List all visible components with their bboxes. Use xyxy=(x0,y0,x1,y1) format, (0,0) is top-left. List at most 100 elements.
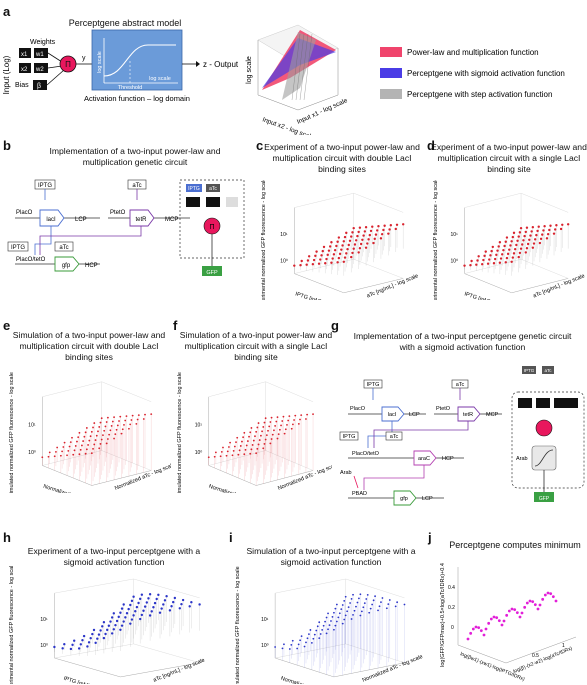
data-point xyxy=(258,439,261,441)
data-point xyxy=(82,634,86,638)
g-module-sigmoid xyxy=(531,445,557,471)
data-point xyxy=(106,438,109,440)
legend-swatch-powerlaw xyxy=(380,47,402,57)
data-point xyxy=(134,610,137,613)
data-point xyxy=(286,424,288,426)
legend-a: Power-law and multiplication function Pe… xyxy=(380,47,565,99)
data-point xyxy=(344,595,347,598)
surface-zlabel: log scale xyxy=(246,56,253,84)
data-point xyxy=(172,600,175,604)
data-point xyxy=(98,447,101,450)
data-point xyxy=(92,426,94,429)
data-point xyxy=(379,237,383,240)
data-point xyxy=(512,252,516,255)
data-point xyxy=(232,449,235,452)
data-point xyxy=(350,597,353,600)
data-point xyxy=(241,440,243,443)
legend-swatch-step xyxy=(380,89,402,99)
data-point xyxy=(158,611,162,614)
data-point xyxy=(484,250,487,253)
panel_c-xlabel: IPTG [mM] - log scale xyxy=(294,291,346,300)
data-point xyxy=(109,429,112,432)
data-point xyxy=(181,598,185,602)
data-point xyxy=(275,420,278,423)
data-point xyxy=(83,435,86,438)
data-point xyxy=(320,254,323,257)
data-point xyxy=(488,258,491,261)
data-point xyxy=(394,605,397,608)
data-point xyxy=(130,618,134,621)
data-point xyxy=(120,607,124,610)
hcp-label: HCP xyxy=(85,263,98,269)
panel-label-e: e xyxy=(3,318,11,333)
data-point xyxy=(559,227,563,231)
data-point xyxy=(55,450,57,453)
data-point xyxy=(321,249,324,253)
data-point xyxy=(499,257,503,260)
data-point xyxy=(119,628,122,631)
data-point xyxy=(300,635,303,637)
panel_c-ztick: 10⁰ xyxy=(280,258,288,264)
data-point xyxy=(198,603,201,606)
data-point xyxy=(498,241,502,244)
g-atc-2: aTc xyxy=(390,434,399,440)
data-point xyxy=(354,239,358,242)
data-point xyxy=(536,229,539,233)
data-point xyxy=(337,616,340,619)
panel_d-xlabel: IPTG [mM] - log scale xyxy=(463,291,515,300)
data-point xyxy=(79,643,83,646)
g-atc-1: aTc xyxy=(456,382,465,388)
panel_h-xlabel: IPTG [mM] - log scale xyxy=(63,676,115,684)
panel_h-ylabel: aTc [ng/mL] - log scale xyxy=(153,658,206,684)
panel_i-zlabel: Simulated normalized GFP fluorescence - … xyxy=(235,566,241,684)
data-point xyxy=(254,435,256,438)
data-point xyxy=(207,456,210,459)
data-point xyxy=(132,614,135,617)
panel-b-circuit: IPTG aTc PlacO lacI LCP PtetO tetR MCP I… xyxy=(7,179,245,276)
j-data-point xyxy=(551,595,555,599)
panel-d-title: Experiment of a two-input power-law and … xyxy=(431,142,587,174)
data-point xyxy=(281,420,284,422)
data-point xyxy=(328,624,331,627)
j-data-point xyxy=(482,633,486,637)
panel-c-title: Experiment of a two-input power-law and … xyxy=(264,142,420,174)
panel_f-axes xyxy=(208,381,314,486)
data-point xyxy=(541,233,544,236)
data-point xyxy=(277,433,280,436)
panel-d-plot: Experimental normalized GFP fluorescence… xyxy=(433,180,586,300)
data-point xyxy=(335,620,338,623)
data-point xyxy=(535,233,538,237)
g-module-dashed xyxy=(511,391,585,489)
panel_f-ylabel: Normalized aTc - log scale xyxy=(277,462,332,492)
data-point xyxy=(249,431,252,434)
g-arac-gene xyxy=(413,450,437,466)
data-point xyxy=(56,446,59,449)
data-point xyxy=(347,243,350,247)
data-point xyxy=(319,258,322,261)
data-point xyxy=(150,413,153,416)
data-point xyxy=(377,609,379,612)
panel-label-g: g xyxy=(331,318,339,333)
data-point xyxy=(235,441,237,443)
data-point xyxy=(463,264,466,267)
j-data-point xyxy=(471,627,475,631)
data-point xyxy=(257,422,260,424)
panel_f-ztick: 10¹ xyxy=(195,422,203,428)
data-point xyxy=(351,231,354,234)
data-point xyxy=(122,603,125,606)
data-point xyxy=(233,445,236,448)
tetr-gene xyxy=(129,209,155,227)
data-point xyxy=(382,228,385,232)
data-point xyxy=(110,425,113,427)
data-point xyxy=(287,419,290,422)
panel-label-f: f xyxy=(173,318,178,333)
data-point xyxy=(238,449,241,452)
panel-a-title: Perceptgene abstract model xyxy=(68,18,182,28)
data-point xyxy=(284,428,287,431)
g-gfp-gene xyxy=(393,490,417,506)
panel_d-ztick: 10⁰ xyxy=(451,258,459,264)
data-point xyxy=(249,452,252,455)
data-point xyxy=(124,419,127,422)
panel_i-xlabel: Normalized IPTG - log scale xyxy=(280,676,347,684)
data-point xyxy=(313,633,316,636)
